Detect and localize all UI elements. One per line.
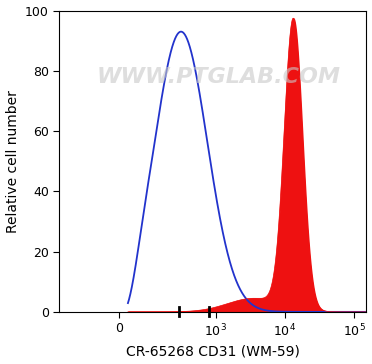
X-axis label: CR-65268 CD31 (WM-59): CR-65268 CD31 (WM-59) xyxy=(126,344,300,359)
Y-axis label: Relative cell number: Relative cell number xyxy=(6,90,20,233)
Text: WWW.PTGLAB.COM: WWW.PTGLAB.COM xyxy=(97,67,341,87)
